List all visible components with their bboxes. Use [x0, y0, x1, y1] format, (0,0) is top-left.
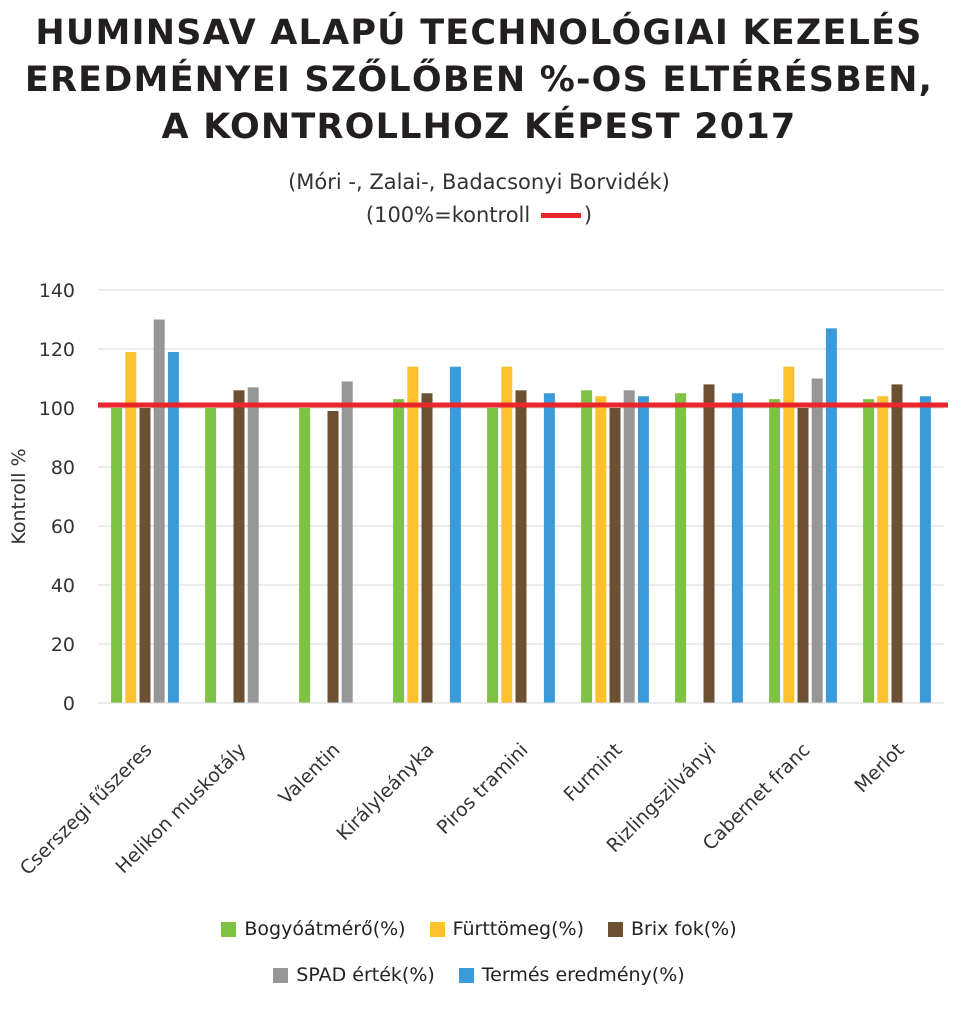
title-line-1: HUMINSAV ALAPÚ TECHNOLÓGIAI KEZELÉS: [35, 13, 923, 53]
bar: [393, 399, 405, 703]
bar: [449, 366, 461, 703]
bar: [825, 328, 837, 703]
bar: [863, 399, 875, 703]
legend-row-1: Bogyóátmérő(%) Fürttömeg(%) Brix fok(%): [0, 918, 958, 940]
chart-subtitle: (Móri -, Zalai-, Badacsonyi Borvidék) (1…: [0, 166, 958, 232]
bar: [637, 396, 649, 703]
legend-label: Fürttömeg(%): [452, 918, 584, 940]
subtitle-line-2: (100%=kontroll ): [0, 199, 958, 232]
bar: [341, 381, 353, 703]
y-tick-label: 20: [51, 634, 75, 656]
bar: [111, 408, 123, 703]
chart-title: HUMINSAV ALAPÚ TECHNOLÓGIAI KEZELÉS ERED…: [0, 10, 958, 151]
bar: [609, 408, 621, 703]
x-tick-label: Királyleányka: [333, 739, 439, 845]
legend-item: SPAD érték(%): [273, 964, 435, 986]
legend-item: Fürttömeg(%): [429, 918, 584, 940]
bar: [125, 351, 137, 703]
legend-item: Brix fok(%): [608, 918, 737, 940]
bar: [153, 319, 165, 703]
legend-item: Termés eredmény(%): [458, 964, 685, 986]
legend-label: SPAD érték(%): [296, 964, 435, 986]
title-line-2: EREDMÉNYEI SZŐLŐBEN %-OS ELTÉRÉSBEN,: [24, 60, 934, 100]
bar: [515, 390, 527, 703]
bar: [581, 390, 593, 703]
bar: [703, 384, 715, 703]
y-tick-label: 60: [51, 516, 75, 538]
legend-swatch: [221, 921, 237, 937]
legend-label: Termés eredmény(%): [481, 964, 685, 986]
bar: [543, 393, 555, 703]
bar: [233, 390, 245, 703]
x-tick-label: Merlot: [850, 739, 908, 797]
legend-item: Bogyóátmérő(%): [221, 918, 406, 940]
bar: [299, 408, 311, 703]
bar: [783, 366, 795, 703]
legend-label: Bogyóátmérő(%): [244, 918, 406, 940]
y-tick-label: 80: [51, 457, 75, 479]
legend-swatch: [608, 921, 623, 937]
y-tick-label: 40: [51, 575, 75, 597]
bar: [675, 393, 687, 703]
bar: [247, 387, 259, 703]
bar: [501, 366, 513, 703]
bar: [919, 396, 931, 703]
y-tick-label: 0: [63, 693, 75, 715]
subtitle-line-2-suffix: ): [583, 203, 593, 227]
bar: [811, 378, 823, 703]
bar: [407, 366, 419, 703]
bar: [327, 410, 339, 703]
x-tick-label: Valentin: [275, 739, 345, 809]
legend-swatch: [429, 921, 445, 937]
subtitle-line-2-prefix: (100%=kontroll: [365, 203, 537, 227]
y-tick-label: 140: [39, 280, 75, 302]
bar: [487, 408, 499, 703]
bar: [623, 390, 635, 703]
bar: [421, 393, 433, 703]
title-line-3: A KONTROLLHOZ KÉPEST 2017: [161, 107, 797, 147]
legend-swatch: [273, 967, 289, 983]
subtitle-line-1: (Móri -, Zalai-, Badacsonyi Borvidék): [288, 170, 670, 194]
y-tick-label: 100: [39, 398, 75, 420]
y-axis-label: Kontroll %: [8, 448, 30, 544]
x-tick-label: Piros tramini: [433, 739, 533, 839]
bar: [891, 384, 903, 703]
control-line-swatch: [540, 212, 581, 218]
x-tick-label: Furmint: [560, 739, 627, 806]
bar: [595, 396, 607, 703]
bar: [797, 408, 809, 703]
bar: [167, 351, 179, 703]
bar: [877, 396, 889, 703]
bar: [769, 399, 781, 703]
bar: [731, 393, 743, 703]
y-tick-label: 120: [39, 339, 75, 361]
bar: [205, 408, 217, 703]
legend-label: Brix fok(%): [631, 918, 737, 940]
bar: [139, 408, 151, 703]
legend-row-2: SPAD érték(%) Termés eredmény(%): [0, 964, 958, 986]
legend-swatch: [458, 967, 474, 983]
